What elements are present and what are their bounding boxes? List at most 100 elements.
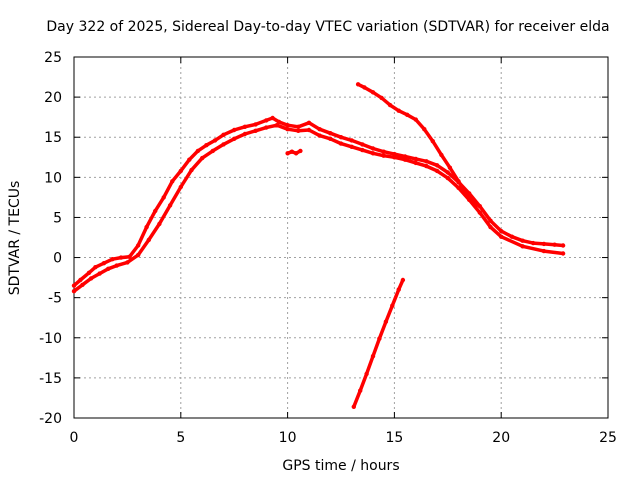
data-point [285, 127, 290, 132]
data-point [187, 157, 192, 162]
data-point [445, 170, 450, 175]
data-point [338, 141, 344, 146]
data-point [355, 82, 361, 87]
data-point [306, 120, 312, 126]
x-tick-label: 5 [176, 430, 185, 446]
data-point [552, 242, 557, 247]
data-point [488, 224, 493, 230]
data-point [456, 179, 461, 184]
data-point [383, 319, 389, 324]
data-point [400, 277, 406, 283]
data-point [232, 136, 237, 141]
data-point [153, 208, 158, 214]
data-point [328, 136, 333, 141]
data-point [289, 149, 295, 154]
series-descending-pass [352, 278, 405, 409]
data-point [477, 204, 482, 209]
data-point [430, 139, 435, 144]
data-point [402, 154, 408, 159]
data-point [439, 152, 444, 158]
data-point [264, 125, 269, 130]
axis-ticks: 0 5 10 15 20 25 -20 -15 -10 -5 0 5 10 15 20 25 [39, 50, 617, 446]
data-point [242, 124, 248, 129]
data-point [270, 115, 275, 121]
data-point [499, 234, 504, 239]
data-point [242, 131, 248, 137]
data-point [118, 255, 124, 260]
data-point [338, 135, 344, 140]
data-point [195, 148, 201, 154]
data-point [293, 151, 299, 156]
data-point [396, 108, 401, 113]
y-axis-title: SDTVAR / TECUs [7, 181, 23, 296]
data-point [349, 138, 354, 143]
y-tick-label: -20 [39, 411, 62, 427]
data-point [170, 179, 175, 184]
data-point [264, 118, 269, 123]
data-point [135, 243, 141, 248]
data-point [285, 123, 290, 128]
data-point [424, 159, 429, 164]
data-point [296, 124, 301, 129]
data-point [146, 237, 151, 243]
y-tick-label: 5 [53, 210, 62, 226]
data-point [499, 228, 504, 234]
x-tick-label: 25 [599, 430, 617, 446]
data-point [434, 163, 440, 168]
data-point [560, 243, 566, 248]
data-point [200, 155, 205, 161]
data-point [204, 143, 209, 148]
data-point [161, 195, 166, 200]
data-point [328, 131, 333, 136]
data-point [396, 287, 401, 292]
data-point [387, 102, 393, 108]
data-point [360, 147, 365, 153]
data-point [424, 163, 429, 169]
data-point [285, 151, 290, 156]
x-tick-label: 10 [279, 430, 297, 446]
data-point [80, 282, 85, 287]
data-point [422, 127, 427, 132]
data-point [488, 218, 493, 223]
series-short-segment-near-10h [285, 149, 303, 156]
data-point [296, 128, 301, 133]
data-point [445, 175, 450, 181]
data-series [71, 82, 566, 409]
data-point [381, 149, 386, 154]
data-point [379, 95, 384, 101]
data-point [125, 260, 130, 265]
plot-frame [73, 56, 609, 419]
data-point [210, 148, 215, 154]
data-point [71, 283, 77, 288]
data-point [390, 303, 395, 308]
data-point [377, 336, 382, 341]
data-point [381, 153, 386, 158]
data-point [157, 221, 162, 227]
data-point [473, 204, 478, 209]
x-tick-label: 0 [70, 430, 79, 446]
y-tick-label: 15 [44, 130, 62, 146]
data-point [456, 185, 461, 190]
y-tick-label: -15 [39, 371, 62, 387]
data-point [221, 132, 226, 137]
data-point [370, 146, 376, 151]
data-point [402, 157, 408, 162]
data-point [364, 371, 369, 377]
grid [74, 57, 608, 418]
data-point [392, 155, 397, 160]
data-point [447, 165, 453, 170]
chart-title: Day 322 of 2025, Sidereal Day-to-day VTE… [46, 19, 609, 35]
data-point [144, 224, 149, 230]
data-point [413, 160, 418, 166]
y-tick-label: -5 [48, 291, 62, 307]
data-point [464, 192, 470, 198]
data-point [434, 168, 440, 174]
data-point [370, 90, 376, 95]
data-point [520, 244, 525, 249]
data-point [178, 184, 183, 190]
data-point [114, 263, 119, 268]
data-point [127, 254, 132, 259]
data-point [86, 270, 92, 275]
data-point [106, 266, 111, 271]
